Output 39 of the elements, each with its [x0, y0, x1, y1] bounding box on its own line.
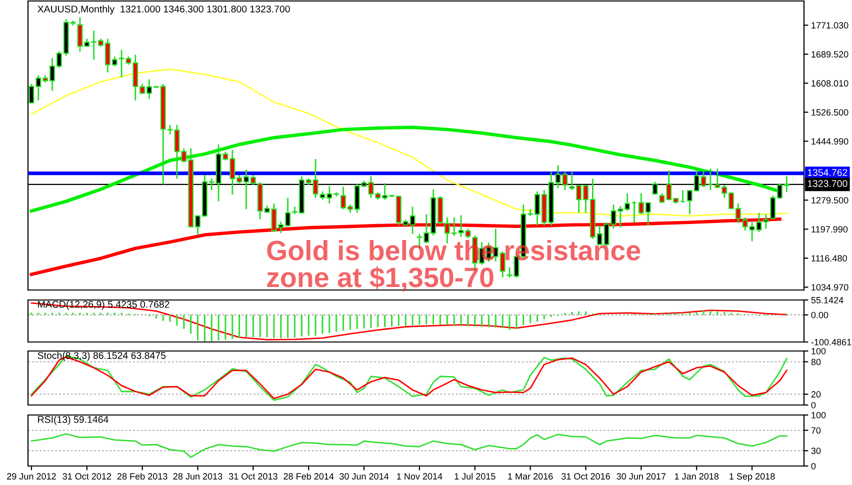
x-tick-label: 30 Jun 2014 — [340, 473, 389, 480]
y-tick-label: 55.1424 — [811, 296, 844, 304]
x-tick-label: 31 Oct 2013 — [228, 473, 278, 480]
y-tick-label: 100 — [812, 412, 826, 418]
y-tick-label: 0 — [811, 402, 816, 408]
y-tick-label: 1608.010 — [812, 80, 848, 87]
y-tick-label: 1279.500 — [812, 197, 848, 204]
x-tick-label: 1 Mar 2016 — [508, 473, 553, 480]
chart-title: XAUUSD,Monthly 1321.000 1346.300 1301.800 1323.700 — [38, 5, 290, 14]
ref-line-label: 1354.762 — [808, 169, 848, 176]
x-tick-label: 28 Jun 2013 — [173, 473, 222, 480]
x-tick-label: 1 Sep 2018 — [730, 473, 775, 482]
y-tick-label: 80 — [811, 358, 821, 366]
x-tick-label: 1 Nov 2014 — [397, 473, 442, 480]
x-tick-label: 30 Jun 2017 — [616, 473, 666, 480]
y-tick-label: -100.4861 — [811, 338, 852, 346]
x-tick-label: 31 Oct 2016 — [562, 473, 610, 480]
y-tick-label: 1689.520 — [812, 51, 848, 58]
y-tick-label: 0.00 — [811, 312, 828, 318]
x-tick-label: 29 Jun 2012 — [7, 473, 56, 480]
x-tick-label: 31 Oct 2012 — [62, 473, 112, 480]
chart-title: RSI(13) 59.1464 — [38, 416, 108, 425]
y-tick-label: 20 — [811, 391, 821, 398]
y-tick-label: 100 — [812, 348, 826, 354]
x-tick-label: 28 Feb 2014 — [284, 472, 334, 480]
y-tick-label: 1034.970 — [812, 284, 848, 291]
x-tick-label: 28 Feb 2013 — [117, 472, 168, 480]
y-tick-label: 0 — [811, 462, 816, 470]
x-tick-label: 1 Jul 2015 — [454, 472, 496, 480]
y-tick-label: 1771.030 — [812, 22, 848, 29]
y-tick-label: 1197.990 — [812, 226, 848, 233]
y-tick-label: 70 — [811, 427, 821, 434]
y-tick-label: 1116.480 — [812, 255, 847, 262]
x-tick-label: 1 Jan 2018 — [674, 473, 719, 480]
y-tick-label: 30 — [811, 448, 821, 454]
y-tick-label: 1526.500 — [812, 109, 848, 116]
chart-title: Stoch(8,3,3) 86.1524 63.8475 — [38, 352, 166, 361]
y-tick-label: 1444.990 — [812, 138, 848, 145]
ref-line-label: 1323.700 — [808, 180, 848, 188]
